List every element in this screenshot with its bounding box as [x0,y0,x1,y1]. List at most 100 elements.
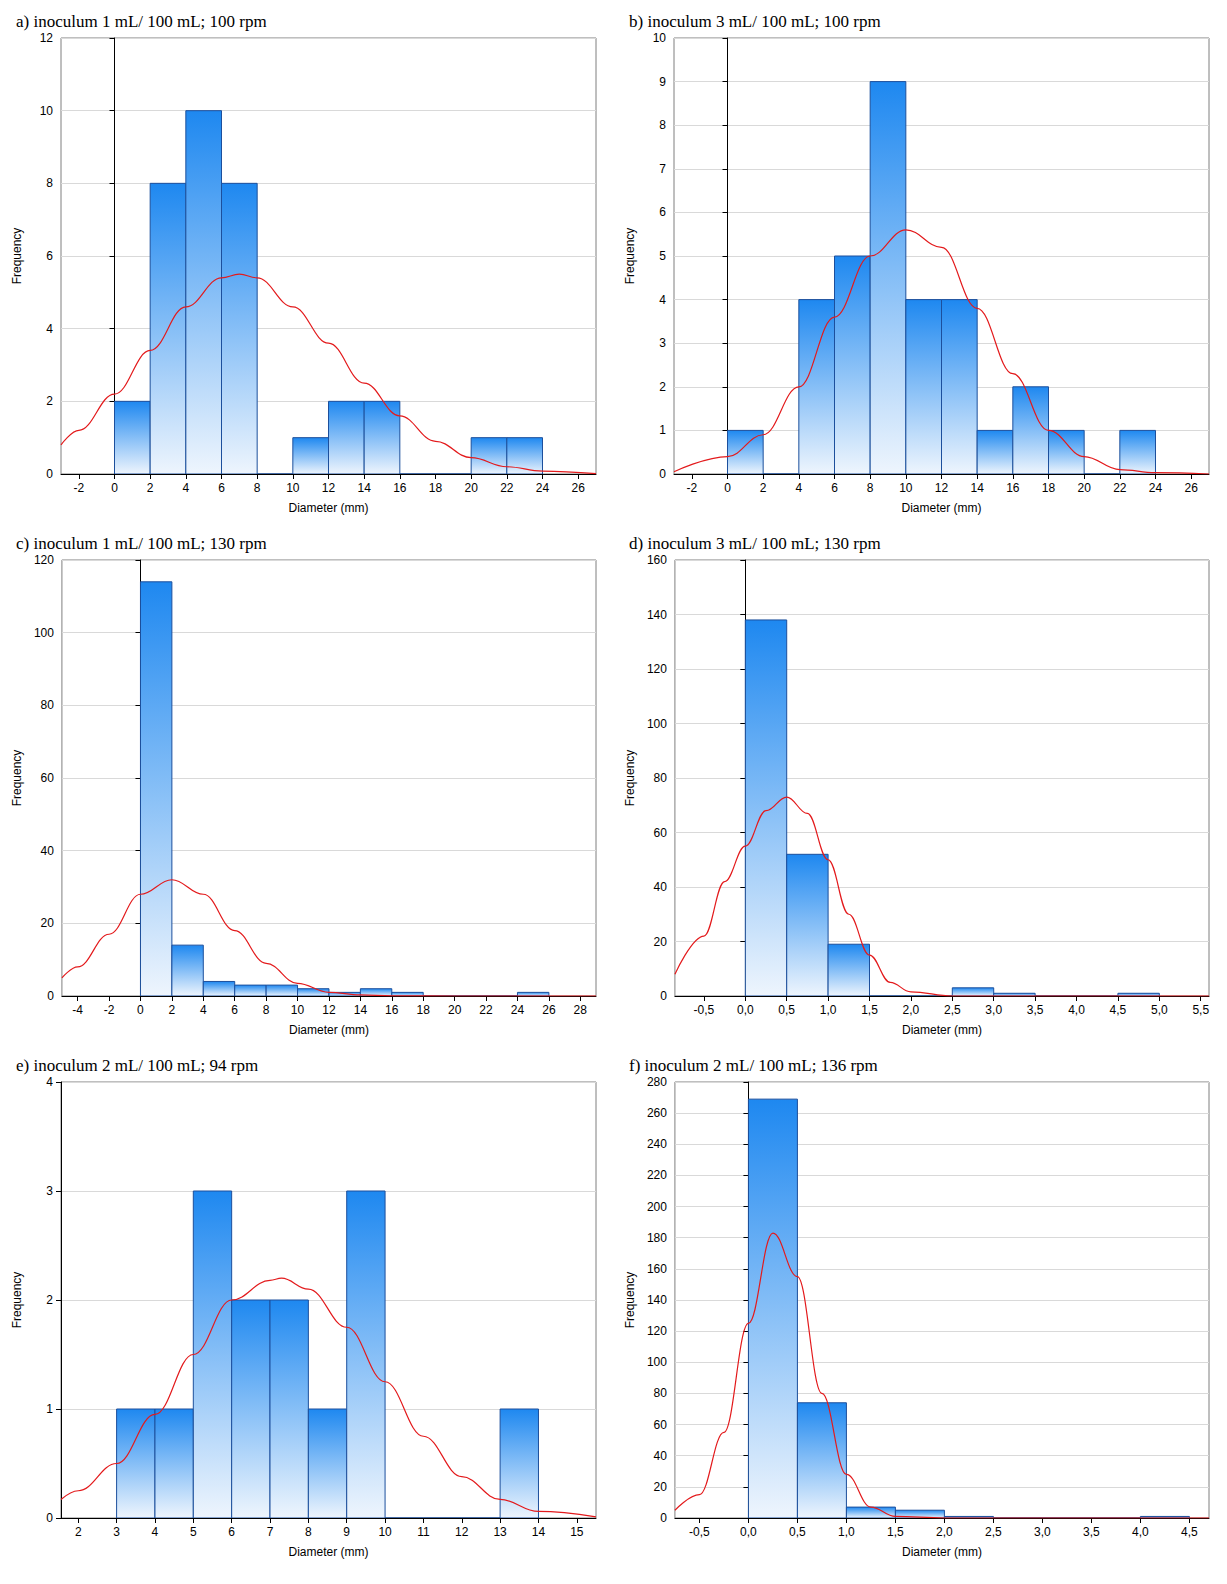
svg-text:0: 0 [46,1511,53,1525]
svg-text:10: 10 [653,31,667,45]
svg-text:-0,5: -0,5 [689,1525,710,1539]
svg-text:-2: -2 [104,1003,115,1017]
svg-text:6: 6 [831,481,838,495]
svg-text:Frequency: Frequency [10,1272,24,1329]
svg-text:0: 0 [659,467,666,481]
svg-text:5: 5 [659,249,666,263]
svg-text:12: 12 [40,31,54,45]
svg-text:26: 26 [571,481,585,495]
svg-text:Frequency: Frequency [623,1272,637,1329]
svg-text:Diameter (mm): Diameter (mm) [902,501,982,515]
svg-text:3,5: 3,5 [1083,1525,1100,1539]
svg-text:220: 220 [647,1168,667,1182]
svg-text:80: 80 [654,1386,668,1400]
svg-text:4,0: 4,0 [1068,1003,1085,1017]
svg-text:Frequency: Frequency [623,228,637,285]
svg-text:14: 14 [970,481,984,495]
svg-text:Diameter (mm): Diameter (mm) [289,1545,369,1559]
svg-text:-0,5: -0,5 [694,1003,715,1017]
svg-text:180: 180 [647,1231,667,1245]
svg-text:0: 0 [111,481,118,495]
svg-text:240: 240 [647,1137,667,1151]
svg-text:20: 20 [654,1480,668,1494]
svg-text:4: 4 [659,293,666,307]
svg-text:100: 100 [647,717,667,731]
svg-text:20: 20 [41,916,55,930]
svg-text:Frequency: Frequency [10,750,24,807]
svg-text:20: 20 [448,1003,462,1017]
svg-text:d) inoculum 3 mL/ 100 mL; 130: d) inoculum 3 mL/ 100 mL; 130 rpm [629,534,881,553]
svg-text:0,5: 0,5 [778,1003,795,1017]
svg-text:3: 3 [46,1184,53,1198]
svg-text:6: 6 [659,205,666,219]
svg-text:140: 140 [647,1293,667,1307]
svg-text:40: 40 [41,844,55,858]
svg-text:7: 7 [659,162,666,176]
svg-text:16: 16 [385,1003,399,1017]
svg-text:10: 10 [286,481,300,495]
svg-text:18: 18 [417,1003,431,1017]
svg-text:280: 280 [647,1075,667,1089]
svg-text:Diameter (mm): Diameter (mm) [902,1545,982,1559]
svg-text:4: 4 [200,1003,207,1017]
svg-text:6: 6 [218,481,225,495]
svg-text:20: 20 [464,481,478,495]
svg-text:40: 40 [654,1449,668,1463]
svg-text:24: 24 [536,481,550,495]
svg-text:1,0: 1,0 [838,1525,855,1539]
svg-text:-2: -2 [686,481,697,495]
svg-text:Frequency: Frequency [10,228,24,285]
svg-text:10: 10 [291,1003,305,1017]
svg-text:-2: -2 [73,481,84,495]
svg-text:0: 0 [46,467,53,481]
svg-text:4,0: 4,0 [1132,1525,1149,1539]
svg-text:24: 24 [511,1003,525,1017]
svg-text:2: 2 [75,1525,82,1539]
svg-text:60: 60 [654,1418,668,1432]
svg-text:Diameter (mm): Diameter (mm) [902,1023,982,1037]
svg-text:16: 16 [1006,481,1020,495]
svg-text:2: 2 [46,394,53,408]
svg-text:4: 4 [46,1075,53,1089]
svg-text:1,0: 1,0 [820,1003,837,1017]
svg-text:b) inoculum 3 mL/ 100 mL; 100: b) inoculum 3 mL/ 100 mL; 100 rpm [629,12,881,31]
svg-text:10: 10 [899,481,913,495]
svg-text:5,5: 5,5 [1192,1003,1209,1017]
svg-text:12: 12 [935,481,949,495]
svg-text:1: 1 [46,1402,53,1416]
svg-text:0,0: 0,0 [740,1525,757,1539]
svg-text:4: 4 [795,481,802,495]
svg-text:15: 15 [570,1525,584,1539]
svg-text:3: 3 [659,336,666,350]
svg-text:120: 120 [34,553,54,567]
svg-text:160: 160 [647,553,667,567]
svg-text:16: 16 [393,481,407,495]
svg-text:8: 8 [263,1003,270,1017]
svg-text:3: 3 [113,1525,120,1539]
svg-text:4,5: 4,5 [1181,1525,1198,1539]
svg-text:3,5: 3,5 [1027,1003,1044,1017]
svg-text:8: 8 [254,481,261,495]
svg-text:2: 2 [169,1003,176,1017]
svg-text:0,0: 0,0 [737,1003,754,1017]
svg-text:140: 140 [647,608,667,622]
svg-text:4: 4 [182,481,189,495]
svg-text:e) inoculum 2 mL/ 100 mL; 94 r: e) inoculum 2 mL/ 100 mL; 94 rpm [16,1056,258,1075]
svg-text:9: 9 [659,75,666,89]
svg-text:4,5: 4,5 [1110,1003,1127,1017]
svg-text:2: 2 [46,1293,53,1307]
svg-text:22: 22 [500,481,514,495]
svg-text:24: 24 [1149,481,1163,495]
svg-text:40: 40 [654,880,668,894]
svg-text:80: 80 [654,771,668,785]
svg-text:2,5: 2,5 [985,1525,1002,1539]
svg-text:8: 8 [867,481,874,495]
svg-text:2: 2 [147,481,154,495]
svg-text:4: 4 [46,322,53,336]
svg-text:9: 9 [343,1525,350,1539]
svg-text:3,0: 3,0 [1034,1525,1051,1539]
svg-text:60: 60 [654,826,668,840]
svg-text:14: 14 [532,1525,546,1539]
svg-text:0: 0 [660,989,667,1003]
svg-text:80: 80 [41,698,55,712]
